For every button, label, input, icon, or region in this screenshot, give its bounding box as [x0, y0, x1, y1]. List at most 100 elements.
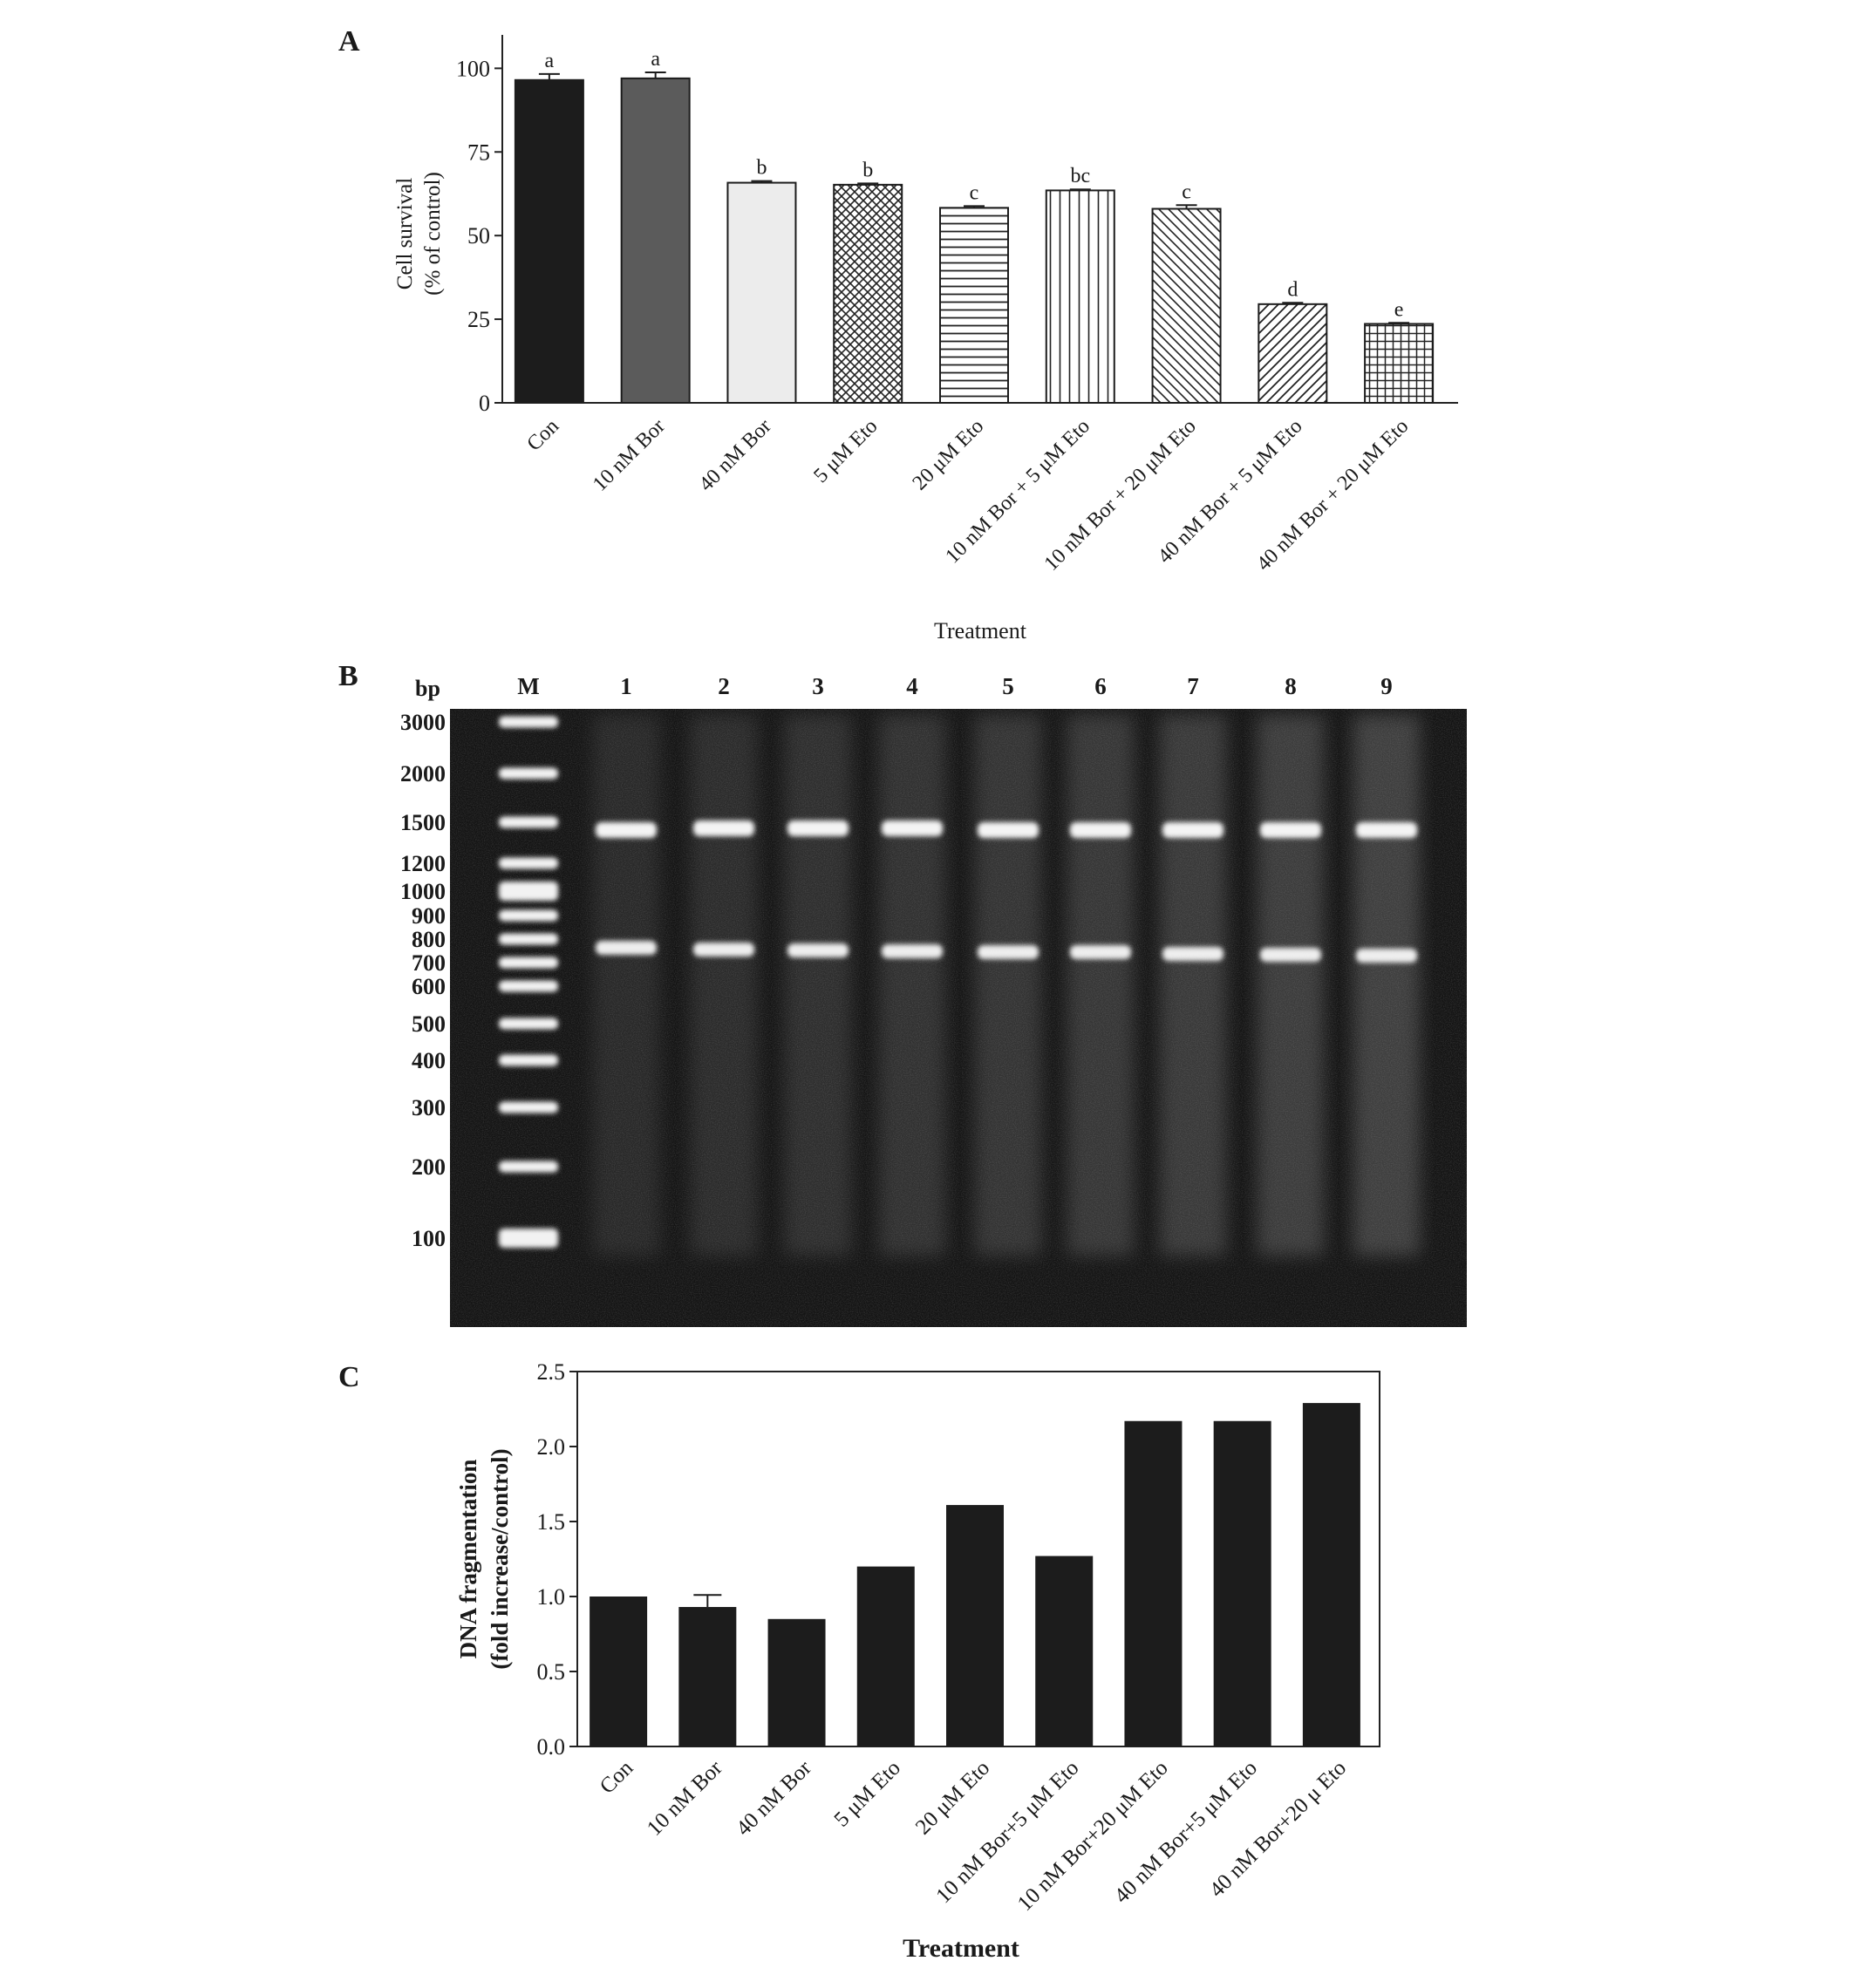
chart-a-xlabel: Treatment [934, 618, 1027, 643]
chart-c-bar-10-nm-bor-20-m-eto [1124, 1420, 1183, 1746]
gel-size-label-1500: 1500 [400, 810, 446, 835]
chart-a-ytick-label: 25 [467, 307, 490, 332]
gel-band-1500-lane-8 [1260, 822, 1321, 838]
gel-lane-smears [593, 715, 1420, 1256]
chart-a-bar-40-nm-bor [726, 181, 797, 404]
gel-size-label-2000: 2000 [400, 761, 446, 786]
chart-a-ytick-label: 75 [467, 140, 490, 165]
chart-a-sig-letter-10-nm-bor-5-m-eto: bc [1070, 165, 1090, 187]
chart-a-sig-letter-40-nm-bor-20-m-eto: e [1394, 298, 1404, 321]
gel-b-dna-ladder: M 1 2 3 4 5 6 7 8 9 3000 2000 1500 1200 1000900800700… [400, 673, 1467, 1327]
gel-band-1500-lane-2 [693, 820, 754, 836]
gel-size-label-900: 900 [412, 903, 446, 929]
gel-size-label-300: 300 [412, 1095, 446, 1120]
panel-label-c: C [338, 1361, 360, 1393]
chart-a-sig-letter-10-nm-bor-20-m-eto: c [1182, 180, 1191, 203]
gel-size-label-400: 400 [412, 1048, 446, 1073]
chart-c-ytick-label: 0.5 [537, 1659, 566, 1685]
gel-marker-band-800 [499, 933, 558, 945]
chart-c-bar-con [590, 1597, 648, 1746]
gel-lane-label-m: M [517, 673, 539, 699]
gel-lane-labels: M 1 2 3 4 5 6 7 8 9 [517, 673, 1392, 699]
chart-c-bar-5-m-eto [856, 1566, 915, 1746]
chart-c-bar-40-nm-bor-20-eto [1302, 1403, 1360, 1746]
gel-size-label-500: 500 [412, 1011, 446, 1037]
gel-lane-label-7: 7 [1187, 673, 1199, 699]
chart-c-ytick-label: 1.5 [537, 1509, 566, 1535]
chart-a-bar-10-nm-bor [620, 77, 691, 404]
chart-c-bar-10-nm-bor-5-m-eto [1035, 1556, 1094, 1746]
chart-a-xtick-con: Con [522, 415, 563, 456]
gel-band-700-lane-8 [1260, 948, 1321, 962]
gel-smear-lane-1 [593, 715, 659, 1256]
gel-size-label-200: 200 [412, 1154, 446, 1180]
chart-a-ytick-label: 100 [456, 56, 490, 81]
gel-size-label-1200: 1200 [400, 851, 446, 876]
gel-size-label-1000: 1000 [400, 879, 446, 904]
gel-band-700-lane-7 [1162, 947, 1224, 961]
chart-a-sig-letter-40-nm-bor: b [756, 157, 767, 180]
gel-size-unit-label: bp [415, 676, 440, 701]
gel-marker-band-100 [499, 1229, 558, 1248]
gel-smear-lane-3 [785, 715, 851, 1256]
panel-label-a: A [338, 25, 360, 58]
gel-size-label-800: 800 [412, 927, 446, 952]
chart-a-sig-letter-5-m-eto: b [862, 159, 873, 181]
chart-c-xtick-20-m-eto: 20 μM Eto [911, 1756, 994, 1839]
gel-marker-band-200 [499, 1161, 558, 1173]
chart-a-sig-letter-10-nm-bor: a [651, 48, 660, 71]
gel-lane-label-1: 1 [620, 673, 632, 699]
gel-marker-band-1500 [499, 816, 558, 828]
chart-c-bar-10-nm-bor [678, 1607, 737, 1746]
gel-band-700-lane-5 [978, 945, 1039, 959]
chart-c-xtick-con: Con [596, 1756, 638, 1799]
chart-c-xtick-10-nm-bor-20-m-eto: 10 nM Bor+20 μM Eto [1013, 1756, 1173, 1916]
chart-c-ytick-label: 2.0 [537, 1434, 566, 1460]
chart-c-xtick-5-m-eto: 5 μM Eto [829, 1756, 905, 1832]
chart-c-x-tick-labels: Con 10 nM Bor 40 nM Bor 5 μM Eto 20 μM Eto10… [596, 1756, 1351, 1916]
gel-lane-label-8: 8 [1285, 673, 1297, 699]
gel-lane-label-6: 6 [1094, 673, 1107, 699]
gel-band-1500-lane-6 [1070, 822, 1131, 838]
gel-lane-label-4: 4 [906, 673, 918, 699]
gel-marker-band-300 [499, 1101, 558, 1113]
gel-band-1500-lane-3 [787, 820, 849, 836]
chart-a-xtick-20-m-eto: 20 μM Eto [909, 415, 989, 495]
chart-c-xtick-40-nm-bor: 40 nM Bor [732, 1756, 816, 1841]
chart-c-ylabel-line1: DNA fragmentation [455, 1460, 481, 1659]
chart-c-ytick-label: 2.5 [537, 1359, 566, 1385]
gel-band-1500-lane-9 [1356, 822, 1417, 838]
gel-band-1500-lane-7 [1162, 822, 1224, 838]
chart-c-bar-40-nm-bor [767, 1618, 826, 1746]
gel-lane-label-2: 2 [718, 673, 730, 699]
chart-a-y-ticks: 0 25 50 75 100 [456, 56, 502, 416]
gel-bands [499, 716, 1417, 1248]
gel-smear-lane-8 [1258, 715, 1324, 1256]
chart-a-bar-con [514, 78, 584, 404]
chart-a-sig-letter-20-m-eto: c [970, 181, 979, 204]
gel-marker-band-900 [499, 909, 558, 922]
gel-band-700-lane-1 [596, 941, 657, 955]
chart-c-ytick-label: 1.0 [537, 1584, 566, 1610]
gel-marker-band-400 [499, 1054, 558, 1066]
gel-marker-band-600 [499, 980, 558, 992]
gel-smear-lane-7 [1160, 715, 1226, 1256]
gel-band-1500-lane-4 [882, 820, 943, 836]
chart-a-bar-40-nm-bor-20-m-eto [1364, 323, 1435, 405]
chart-a-ytick-label: 50 [467, 223, 490, 248]
chart-a-xtick-5-m-eto: 5 μM Eto [809, 415, 882, 487]
gel-smear-lane-9 [1353, 715, 1420, 1256]
chart-a-bar-5-m-eto [833, 183, 903, 404]
chart-c-ylabel-line2: (fold increase/control) [487, 1448, 513, 1669]
panel-label-b: B [338, 660, 358, 692]
gel-band-700-lane-9 [1356, 949, 1417, 963]
chart-a-bar-10-nm-bor-20-m-eto [1151, 208, 1222, 404]
chart-a-ytick-label: 0 [479, 391, 490, 416]
gel-band-700-lane-2 [693, 943, 754, 957]
chart-a-bar-10-nm-bor-5-m-eto [1045, 189, 1115, 404]
chart-c-y-ticks: 0.0 0.5 1.0 1.5 2.0 2.5 [537, 1359, 577, 1760]
